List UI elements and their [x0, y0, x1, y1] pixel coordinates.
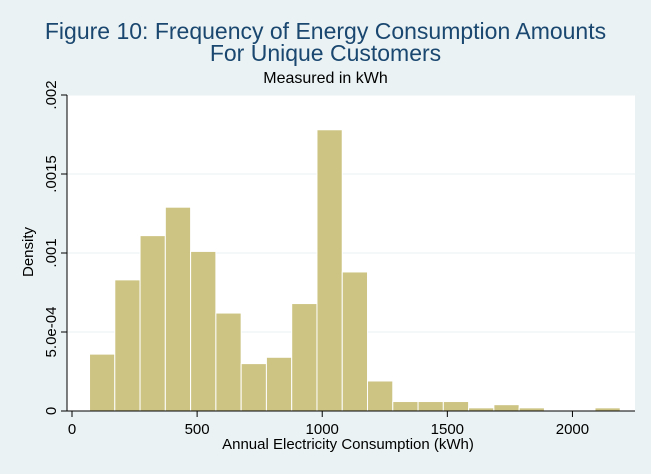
- chart-subtitle: Measured in kWh: [263, 70, 388, 87]
- histogram-bar: [316, 129, 343, 412]
- x-axis-label: Annual Electricity Consumption (kWh): [222, 436, 474, 453]
- x-tick-label: 0: [68, 421, 76, 438]
- histogram-bar: [240, 363, 267, 412]
- histogram-bar: [417, 401, 444, 412]
- histogram-bar: [190, 250, 217, 412]
- histogram-bar: [442, 401, 470, 412]
- histogram-bar: [265, 356, 293, 412]
- histogram-bar: [341, 271, 369, 412]
- histogram-bar: [164, 206, 192, 412]
- x-tick-label: 500: [185, 421, 210, 438]
- chart-title-line-2: For Unique Customers: [209, 40, 442, 66]
- y-axis-ticks: 0 5.0e-04 .001 .0015 .002: [43, 80, 67, 415]
- histogram-bar: [89, 353, 116, 412]
- bars: [89, 129, 621, 412]
- y-tick-label: .002: [43, 80, 60, 109]
- histogram-bar: [139, 235, 166, 412]
- y-tick-label: .0015: [43, 155, 60, 193]
- histogram-bar: [114, 279, 141, 412]
- histogram-bar: [215, 312, 242, 412]
- x-axis-ticks: 0 500 1000 1500 2000: [68, 411, 589, 438]
- chart-title: Figure 10: Frequency of Energy Consumpti…: [44, 18, 607, 44]
- y-tick-label: .001: [43, 238, 60, 267]
- x-tick-label: 1000: [306, 421, 339, 438]
- histogram-bar: [291, 303, 318, 412]
- x-tick-label: 2000: [556, 421, 589, 438]
- y-tick-label: 5.0e-04: [43, 307, 60, 358]
- x-tick-label: 1500: [431, 421, 464, 438]
- y-tick-label: 0: [43, 407, 60, 415]
- histogram-bar: [367, 380, 394, 412]
- y-axis-label: Density: [20, 226, 37, 277]
- histogram-bar: [392, 401, 419, 412]
- histogram-bar: [493, 404, 520, 412]
